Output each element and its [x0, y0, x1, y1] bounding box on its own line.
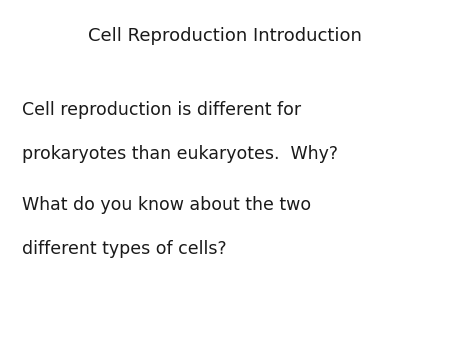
Text: different types of cells?: different types of cells?	[22, 240, 227, 258]
Text: prokaryotes than eukaryotes.  Why?: prokaryotes than eukaryotes. Why?	[22, 145, 338, 163]
Text: What do you know about the two: What do you know about the two	[22, 196, 311, 214]
Text: Cell reproduction is different for: Cell reproduction is different for	[22, 101, 302, 119]
Text: Cell Reproduction Introduction: Cell Reproduction Introduction	[88, 27, 362, 45]
